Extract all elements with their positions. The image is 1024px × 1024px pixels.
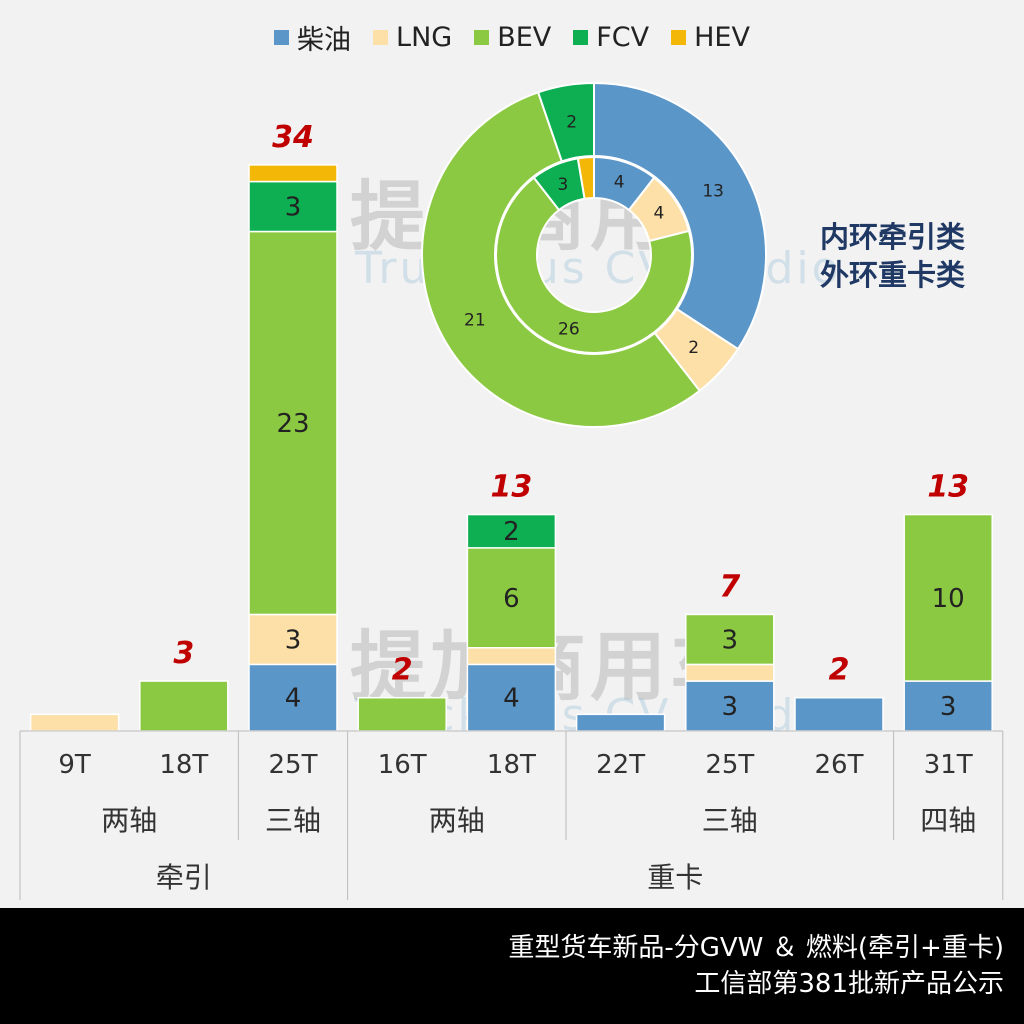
x-top-group-label: 牵引	[156, 861, 212, 894]
bar-value-label: 3	[722, 625, 739, 655]
bar-segment	[29, 713, 120, 732]
footer-source: 工信部第381批新产品公示	[694, 969, 1004, 999]
bar-segment	[903, 513, 993, 682]
x-top-group-label: 重卡	[647, 861, 703, 894]
x-group-label: 三轴	[702, 804, 758, 837]
x-group-label: 四轴	[920, 804, 976, 837]
donut-value-label: 21	[464, 310, 486, 330]
bar-total-label: 34	[272, 120, 314, 155]
x-tick-label: 18T	[159, 750, 208, 780]
legend-label: FCV	[596, 22, 650, 53]
bar-total-label: 13	[927, 470, 969, 505]
donut-value-label: 26	[558, 319, 580, 339]
donut-value-label: 2	[566, 112, 577, 132]
legend-item: 柴油	[274, 18, 351, 57]
bar-total-label: 3	[173, 636, 194, 671]
donut-value-label: 2	[688, 338, 699, 358]
donut-slice	[576, 155, 595, 200]
legend-label: HEV	[694, 22, 750, 53]
legend-swatch	[274, 30, 290, 45]
ring-note-outer: 外环重卡类	[820, 258, 966, 292]
donut-value-label: 4	[614, 173, 625, 193]
bar-segment	[466, 513, 557, 549]
legend-swatch	[671, 30, 687, 45]
bar-segment	[466, 663, 557, 732]
legend: 柴油 LNG BEV FCV HEV	[0, 18, 1024, 57]
legend-swatch	[373, 30, 389, 45]
bar-value-label: 10	[932, 584, 965, 614]
bar-segment	[139, 680, 229, 732]
x-tick-label: 25T	[705, 750, 754, 780]
legend-label: 柴油	[297, 25, 352, 56]
bar-value-label: 3	[722, 692, 739, 722]
bar-value-label: 4	[503, 684, 520, 714]
bar-segment	[794, 696, 884, 732]
donut-value-label: 13	[702, 182, 724, 202]
bar-segment	[466, 547, 557, 649]
legend-item: FCV	[573, 18, 649, 57]
bar-segment	[248, 663, 338, 732]
bar-segment	[685, 663, 775, 682]
donut-value-label: 3	[557, 175, 568, 195]
bar-value-label: 3	[285, 193, 302, 223]
legend-swatch	[474, 30, 490, 45]
legend-label: BEV	[497, 22, 552, 53]
donut-value-label: 4	[653, 204, 664, 224]
bar-value-label: 4	[285, 684, 302, 714]
footer: 重型货车新品-分GVW ＆ 燃料(牵引+重卡) 工信部第381批新产品公示	[0, 908, 1024, 1024]
legend-item: HEV	[671, 18, 750, 57]
legend-label: LNG	[396, 22, 453, 53]
bar-segment	[903, 680, 993, 732]
bar-segment	[248, 230, 338, 616]
bar-value-label: 6	[503, 584, 520, 614]
x-tick-label: 26T	[815, 750, 864, 780]
bar-segment	[248, 164, 338, 183]
bar-value-label: 23	[276, 409, 309, 439]
bar-total-label: 13	[491, 470, 533, 505]
bar-total-label: 2	[829, 653, 850, 688]
bar-value-label: 2	[503, 517, 520, 547]
bar-segment	[248, 613, 338, 666]
legend-item: BEV	[474, 18, 551, 57]
bar-segment	[685, 680, 775, 732]
bar-segment	[357, 696, 447, 732]
legend-swatch	[573, 30, 589, 45]
x-tick-label: 16T	[378, 750, 427, 780]
ring-note: 内环牵引类 外环重卡类	[820, 218, 965, 294]
x-tick-label: 31T	[924, 750, 973, 780]
bar-total-label: 2	[392, 653, 413, 688]
x-tick-label: 22T	[596, 750, 645, 780]
x-tick-label: 25T	[269, 750, 318, 780]
bar-value-label: 3	[285, 625, 302, 655]
x-group-label: 两轴	[429, 804, 485, 837]
bar-value-label: 3	[940, 692, 957, 722]
x-group-label: 两轴	[101, 804, 157, 837]
x-tick-label: 18T	[487, 750, 536, 780]
bar-segment	[685, 613, 775, 666]
legend-item: LNG	[373, 18, 452, 57]
x-tick-label: 9T	[58, 750, 91, 780]
donut-slice	[495, 176, 693, 354]
x-group-label: 三轴	[265, 804, 321, 837]
bar-segment	[466, 647, 557, 666]
footer-title: 重型货车新品-分GVW ＆ 燃料(牵引+重卡)	[508, 933, 1004, 963]
ring-note-inner: 内环牵引类	[820, 220, 966, 254]
bar-segment	[575, 713, 666, 732]
bar-total-label: 7	[719, 569, 740, 604]
